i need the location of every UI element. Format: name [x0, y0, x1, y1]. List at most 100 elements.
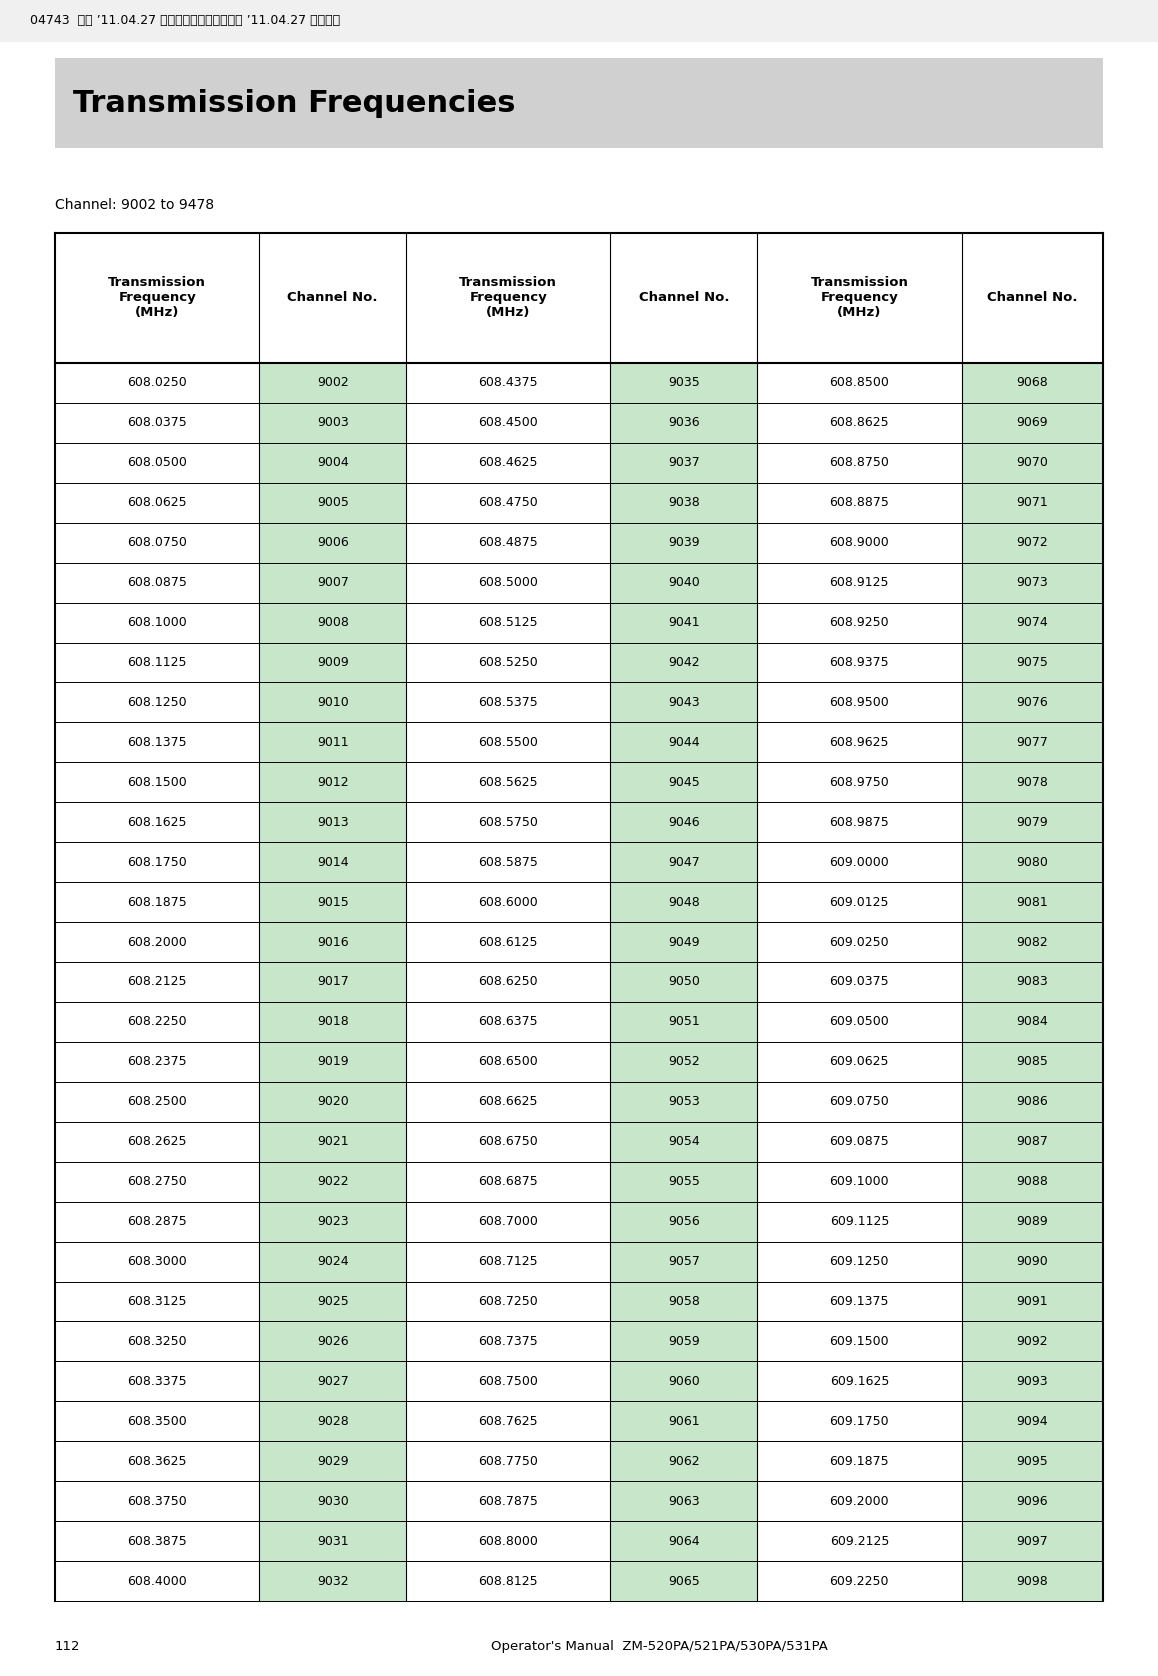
Bar: [54, 59, 1104, 147]
Text: 609.1875: 609.1875: [829, 1455, 889, 1468]
Text: 608.9875: 608.9875: [829, 816, 889, 828]
Bar: [610, 442, 757, 483]
Text: 608.6250: 608.6250: [478, 975, 538, 989]
Bar: [259, 1202, 406, 1242]
Bar: [610, 1560, 757, 1601]
Bar: [610, 523, 757, 563]
Text: 9088: 9088: [1017, 1175, 1048, 1188]
Text: 9095: 9095: [1017, 1455, 1048, 1468]
Text: 609.1000: 609.1000: [829, 1175, 889, 1188]
Text: 9056: 9056: [668, 1215, 699, 1229]
Text: 608.6000: 608.6000: [478, 895, 538, 908]
Text: 608.0500: 608.0500: [127, 456, 188, 469]
Text: 609.2000: 609.2000: [829, 1495, 889, 1508]
Text: 9062: 9062: [668, 1455, 699, 1468]
Bar: [610, 763, 757, 803]
Bar: [961, 682, 1104, 722]
Bar: [610, 402, 757, 442]
Text: 608.1500: 608.1500: [127, 776, 188, 789]
Text: 608.5125: 608.5125: [478, 617, 538, 628]
Text: 9045: 9045: [668, 776, 699, 789]
Bar: [610, 843, 757, 882]
Bar: [961, 1361, 1104, 1401]
Text: 608.5375: 608.5375: [478, 696, 538, 709]
Bar: [259, 483, 406, 523]
Text: 608.7250: 608.7250: [478, 1296, 538, 1307]
Text: 9018: 9018: [317, 1016, 349, 1029]
Text: 9029: 9029: [317, 1455, 349, 1468]
Text: 608.6625: 608.6625: [478, 1096, 538, 1108]
Bar: [259, 1441, 406, 1482]
Text: 609.0125: 609.0125: [829, 895, 889, 908]
Bar: [961, 763, 1104, 803]
Bar: [961, 1441, 1104, 1482]
Bar: [259, 1002, 406, 1042]
Text: 609.0375: 609.0375: [829, 975, 889, 989]
Bar: [961, 1401, 1104, 1441]
Text: 608.7875: 608.7875: [478, 1495, 538, 1508]
Text: 608.0750: 608.0750: [127, 536, 188, 550]
Text: 9078: 9078: [1017, 776, 1048, 789]
Text: 608.9500: 608.9500: [829, 696, 889, 709]
Text: 9097: 9097: [1017, 1535, 1048, 1547]
Text: 04743  作成 ’11.04.27 鈰山　悠己　　　　承認 ’11.04.27 真柄　睜: 04743 作成 ’11.04.27 鈰山 悠己 承認 ’11.04.27 真柄…: [30, 15, 340, 27]
Bar: [961, 1002, 1104, 1042]
Bar: [259, 442, 406, 483]
Text: 608.7625: 608.7625: [478, 1415, 538, 1428]
Text: 608.8000: 608.8000: [478, 1535, 538, 1547]
Text: 9016: 9016: [317, 935, 349, 949]
Text: 9049: 9049: [668, 935, 699, 949]
Bar: [610, 1081, 757, 1121]
Text: 9043: 9043: [668, 696, 699, 709]
Text: 608.2000: 608.2000: [127, 935, 188, 949]
Text: 609.0000: 609.0000: [829, 856, 889, 868]
Bar: [259, 763, 406, 803]
Bar: [610, 1482, 757, 1522]
Text: 9046: 9046: [668, 816, 699, 828]
Text: 9036: 9036: [668, 416, 699, 429]
Text: 9017: 9017: [317, 975, 349, 989]
Text: 9008: 9008: [317, 617, 349, 628]
Text: 608.3375: 608.3375: [127, 1374, 186, 1388]
Bar: [961, 523, 1104, 563]
Text: 9010: 9010: [317, 696, 349, 709]
Text: 9053: 9053: [668, 1096, 699, 1108]
Bar: [259, 962, 406, 1002]
Text: 9083: 9083: [1017, 975, 1048, 989]
Bar: [259, 1161, 406, 1202]
Text: 9081: 9081: [1017, 895, 1048, 908]
Bar: [259, 1242, 406, 1282]
Bar: [259, 563, 406, 603]
Text: 9073: 9073: [1017, 577, 1048, 588]
Text: 608.7125: 608.7125: [478, 1255, 538, 1269]
Bar: [610, 722, 757, 763]
Text: Channel No.: Channel No.: [638, 292, 730, 305]
Bar: [610, 1522, 757, 1560]
Text: 9031: 9031: [317, 1535, 349, 1547]
Text: 608.2250: 608.2250: [127, 1016, 186, 1029]
Bar: [610, 1202, 757, 1242]
Bar: [0, 0, 1158, 42]
Text: 608.8500: 608.8500: [829, 377, 889, 389]
Text: 609.1500: 609.1500: [829, 1334, 889, 1348]
Text: 9086: 9086: [1017, 1096, 1048, 1108]
Bar: [961, 722, 1104, 763]
Bar: [610, 1441, 757, 1482]
Bar: [610, 1361, 757, 1401]
Bar: [610, 642, 757, 682]
Text: Channel No.: Channel No.: [287, 292, 378, 305]
Text: 9077: 9077: [1017, 736, 1048, 749]
Text: 9060: 9060: [668, 1374, 699, 1388]
Text: 9032: 9032: [317, 1574, 349, 1587]
Text: Transmission
Frequency
(MHz): Transmission Frequency (MHz): [811, 277, 908, 320]
Bar: [259, 1321, 406, 1361]
Text: 609.0875: 609.0875: [829, 1135, 889, 1148]
Text: 9071: 9071: [1017, 496, 1048, 510]
Text: 608.6875: 608.6875: [478, 1175, 538, 1188]
Bar: [961, 803, 1104, 843]
Text: 609.0250: 609.0250: [829, 935, 889, 949]
Bar: [961, 1161, 1104, 1202]
Bar: [961, 642, 1104, 682]
Text: 9093: 9093: [1017, 1374, 1048, 1388]
Bar: [961, 882, 1104, 922]
